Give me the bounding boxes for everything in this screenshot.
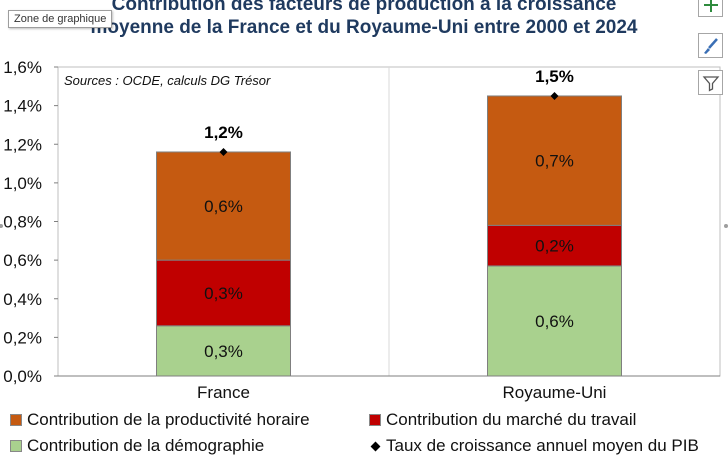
y-tick-label: 1,0% [3,174,42,193]
chart-filters-button[interactable] [698,70,723,95]
bar-data-label: 0,6% [204,197,243,216]
bar-data-label: 0,2% [535,237,574,256]
y-tick-label: 0,2% [3,328,42,347]
bar-segment [156,259,291,327]
y-tick-label: 0,8% [3,213,42,232]
y-tick-label: 1,6% [3,58,42,77]
plus-icon [703,0,718,12]
chart-styles-button[interactable] [698,33,723,58]
y-tick-label: 0,6% [3,251,42,270]
bar-data-label: 0,6% [535,312,574,331]
x-category-label: Royaume-Uni [503,383,607,402]
pib-marker [219,147,228,156]
legend-swatch-demographie [10,440,22,452]
source-note: Sources : OCDE, calculs DG Trésor [64,73,271,88]
legend-item-demographie[interactable]: Contribution de la démographie [10,436,264,456]
bar-segment [156,325,291,377]
legend-label-marche-travail: Contribution du marché du travail [386,410,637,429]
y-tick-label: 0,0% [3,367,42,386]
chart-area-tooltip: Zone de graphique [8,10,113,28]
bar-segment [487,224,622,267]
resize-handle [0,224,3,228]
legend-label-productivite: Contribution de la productivité horaire [27,410,310,429]
paintbrush-icon [703,37,718,54]
chart-title-line-2: moyenne de la France et du Royaume-Uni e… [90,17,638,38]
legend-item-pib[interactable]: Taux de croissance annuel moyen du PIB [369,436,699,456]
legend-swatch-productivite [10,414,22,426]
chart-elements-button[interactable] [698,0,723,17]
y-tick-label: 0,4% [3,290,42,309]
chart-title-line-1: Contribution des facteurs de production … [111,0,617,15]
chart-title[interactable]: Contribution des facteurs de production … [0,0,728,39]
bar-data-label: 0,3% [204,284,243,303]
bar-segment [487,265,622,377]
bar-segment [156,151,291,261]
filter-icon [702,75,719,92]
pib-data-label: 1,5% [535,67,574,86]
pib-data-label: 1,2% [204,123,243,142]
legend-label-demographie: Contribution de la démographie [27,436,265,455]
legend-item-productivite[interactable]: Contribution de la productivité horaire [10,410,310,430]
legend-marker-pib [370,441,381,451]
bar-segment [487,95,622,226]
legend-swatch-marche-travail [369,414,381,426]
legend-item-marche-travail[interactable]: Contribution du marché du travail [369,410,636,430]
pib-marker [550,91,559,100]
legend-label-pib: Taux de croissance annuel moyen du PIB [386,436,699,455]
y-tick-label: 1,4% [3,97,42,116]
resize-handle [724,224,728,228]
x-category-label: France [197,383,250,402]
bar-data-label: 0,3% [204,342,243,361]
y-tick-label: 1,2% [3,135,42,154]
bar-data-label: 0,7% [535,152,574,171]
